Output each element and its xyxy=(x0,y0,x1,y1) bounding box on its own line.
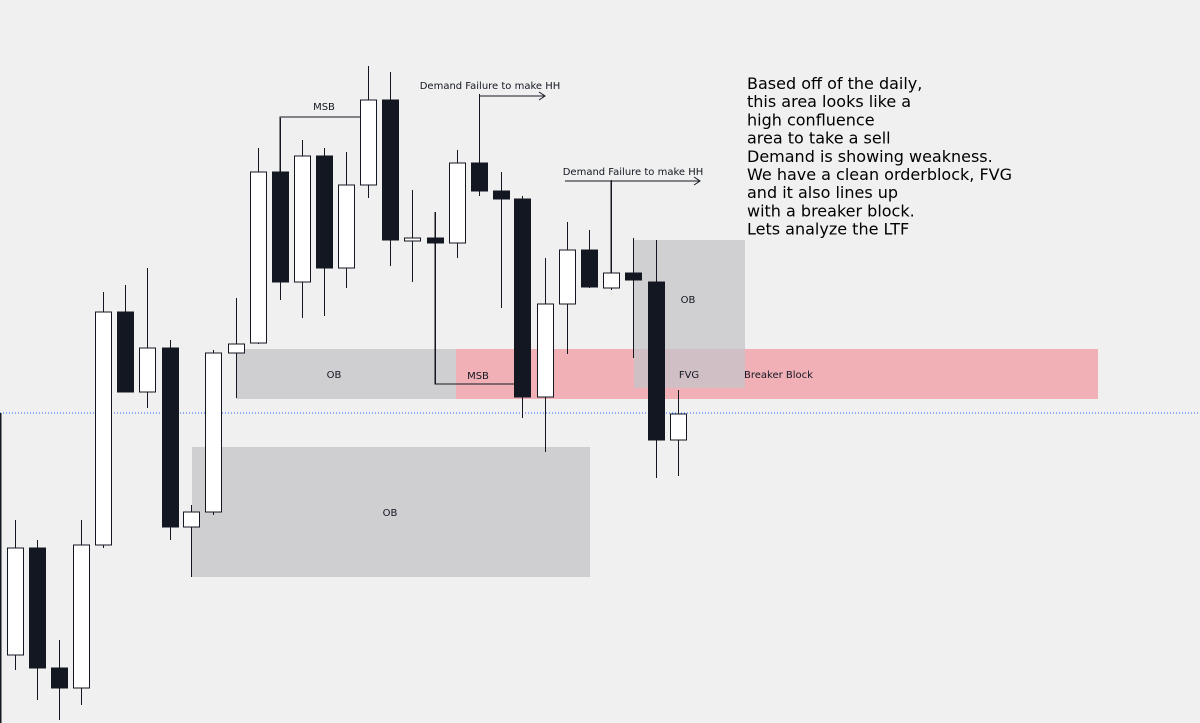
label: OB xyxy=(383,508,398,519)
label: FVG xyxy=(679,370,699,381)
label: Demand Failure to make HH xyxy=(563,167,704,178)
note-line: and it also lines up xyxy=(747,183,898,202)
note-line: We have a clean orderblock, FVG xyxy=(747,165,1012,184)
candle-body xyxy=(228,343,245,354)
candle-body xyxy=(603,272,620,289)
note-line: area to take a sell xyxy=(747,129,891,148)
note-line: this area looks like a xyxy=(747,92,911,111)
label: OB xyxy=(681,295,696,306)
note-line: high confluence xyxy=(747,110,875,129)
candle-body xyxy=(139,347,156,393)
candle-body xyxy=(117,311,134,393)
label: MSB xyxy=(313,102,335,113)
label: Breaker Block xyxy=(744,370,813,381)
note-line: Lets analyze the LTF xyxy=(747,220,909,239)
order-block-zone xyxy=(192,447,590,577)
candle-body xyxy=(360,99,377,186)
candle-body xyxy=(514,198,531,398)
candle-body xyxy=(537,303,554,398)
note-line: Based off of the daily, xyxy=(747,74,922,93)
candle-body xyxy=(272,171,289,283)
label: MSB xyxy=(467,371,489,382)
candle-body xyxy=(183,511,200,528)
candle-body xyxy=(7,547,24,656)
order-block-zone xyxy=(236,349,456,399)
candle-body xyxy=(250,171,267,344)
candle-body xyxy=(670,413,687,441)
note: Based off of the daily,this area looks l… xyxy=(747,74,1012,239)
candle-body xyxy=(493,190,510,200)
label: Demand Failure to make HH xyxy=(420,81,561,92)
candle-body xyxy=(648,281,665,441)
note-line: with a breaker block. xyxy=(747,201,915,220)
candle-body xyxy=(73,544,90,689)
candle-body xyxy=(427,237,444,244)
candle-body xyxy=(51,667,68,689)
candle-body xyxy=(559,249,576,305)
note-line: Demand is showing weakness. xyxy=(747,147,993,166)
candle-body xyxy=(29,547,46,669)
breaker-zone xyxy=(456,349,1098,399)
candle-body xyxy=(581,249,598,288)
candle-body xyxy=(205,352,222,513)
candle-body xyxy=(382,99,399,241)
candle-body xyxy=(95,311,112,546)
candle-body xyxy=(449,162,466,244)
candle-body xyxy=(316,155,333,269)
candle-body xyxy=(404,237,421,242)
arrow-head xyxy=(538,91,546,101)
label: OB xyxy=(327,370,342,381)
candle-body xyxy=(162,347,179,528)
candle-body xyxy=(625,272,642,281)
candles xyxy=(7,66,687,720)
arrow-head xyxy=(693,176,701,186)
candle-body xyxy=(294,155,311,283)
candle-body xyxy=(471,162,488,192)
candle-body xyxy=(338,184,355,269)
